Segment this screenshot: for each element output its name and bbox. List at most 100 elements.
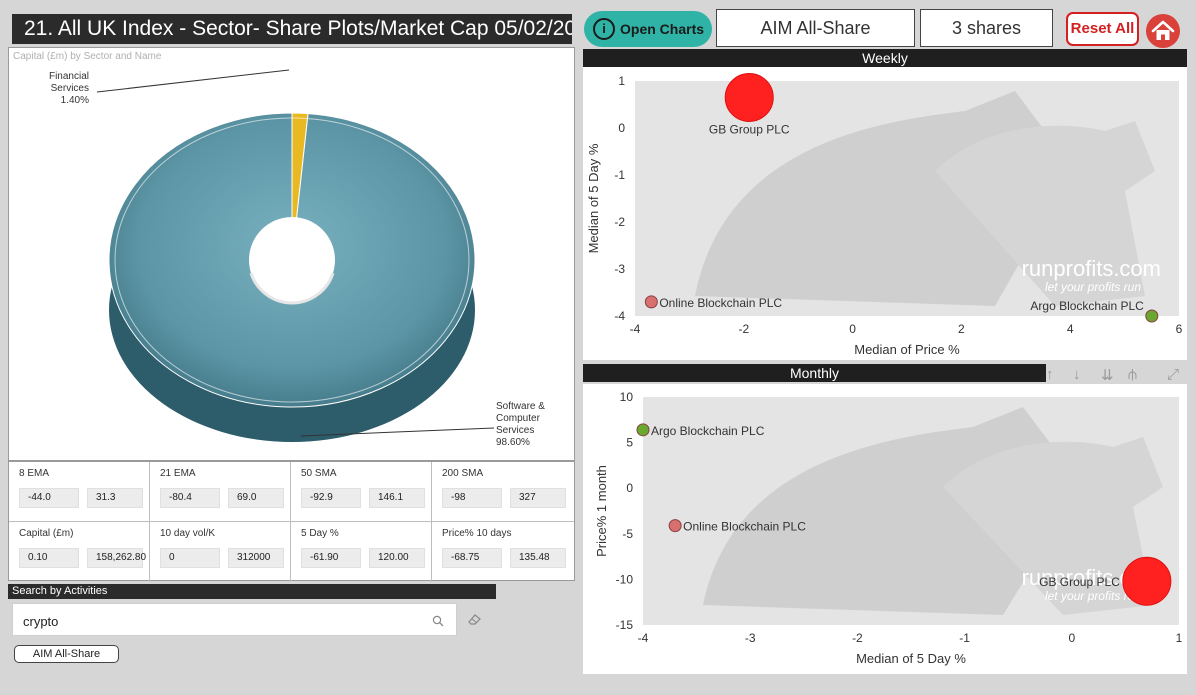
data-point[interactable] [668, 519, 682, 533]
y-tick-label: -1 [614, 168, 625, 182]
horse-watermark-shape [695, 91, 1055, 306]
stat-label: Price% 10 days [442, 528, 512, 539]
software-services-label: Software & Computer Services 98.60% [496, 401, 545, 449]
stat-label: 10 day vol/K [160, 528, 216, 539]
open-charts-label: Open Charts [620, 21, 705, 37]
stat-label: Capital (£m) [19, 528, 74, 539]
search-box[interactable] [12, 603, 457, 636]
stat-10-day-vol: 10 day vol/K 0 312000 [150, 522, 291, 582]
data-point-label: GB Group PLC [709, 122, 790, 136]
x-tick-label: 2 [958, 322, 965, 336]
stat-max: 327 [510, 488, 566, 508]
data-point[interactable] [636, 423, 650, 437]
donut-highlight [114, 117, 470, 403]
stat-max: 31.3 [87, 488, 143, 508]
label-line: Services [496, 425, 535, 436]
expand-hierarchy-icon[interactable]: ⫛ [1128, 366, 1137, 383]
y-tick-label: 10 [620, 390, 634, 404]
x-tick-label: 4 [1067, 322, 1074, 336]
y-axis-label: Median of 5 Day % [586, 143, 601, 253]
y-tick-label: -5 [622, 527, 633, 541]
weekly-chart: runprofits.com let your profits run -4 -2 0 2… [583, 67, 1187, 360]
x-tick-label: -4 [638, 631, 649, 645]
donut-svg [96, 69, 495, 442]
stat-8-ema: 8 EMA -44.0 31.3 [9, 462, 150, 522]
x-tick-label: 6 [1176, 322, 1183, 336]
x-tick-label: -2 [738, 322, 749, 336]
home-button[interactable] [1146, 14, 1180, 48]
focus-mode-icon[interactable]: ⤢ [1167, 366, 1180, 383]
drill-down-icon[interactable]: ↓ [1073, 366, 1081, 383]
financial-services-label: Financial Services 1.40% [47, 71, 89, 107]
monthly-chart: runprofits.com let your profits run -4 -3 -2… [583, 384, 1187, 674]
y-tick-label: 0 [626, 481, 633, 495]
reset-all-button[interactable]: Reset All [1066, 12, 1139, 46]
horse-watermark-shape [943, 437, 1163, 615]
stat-50-sma: 50 SMA -92.9 146.1 [291, 462, 432, 522]
x-tick-label: -3 [745, 631, 756, 645]
data-point-label: Argo Blockchain PLC [651, 424, 765, 438]
data-point[interactable] [1122, 556, 1172, 606]
aim-all-share-chip[interactable]: AIM All-Share [14, 645, 119, 663]
x-tick-label: 1 [1176, 631, 1183, 645]
stat-min: -92.9 [301, 488, 361, 508]
watermark-brand: runprofits.com [1022, 256, 1161, 281]
stat-label: 50 SMA [301, 468, 337, 479]
x-tick-label: -2 [852, 631, 863, 645]
stat-label: 8 EMA [19, 468, 50, 479]
watermark-tagline: let your profits run [1045, 589, 1141, 603]
search-header: Search by Activities [8, 584, 496, 599]
label-line: Computer [496, 413, 540, 424]
leader-line-financial [96, 69, 290, 93]
weekly-chart-title: Weekly [583, 49, 1187, 67]
x-tick-label: -4 [630, 322, 641, 336]
y-tick-label: 1 [618, 74, 625, 88]
stat-capital: Capital (£m) 0.10 158,262.80 [9, 522, 150, 582]
stat-max: 312000 [228, 548, 284, 568]
stat-21-ema: 21 EMA -80.4 69.0 [150, 462, 291, 522]
visual-toolbar: ↑ ↓ ⇊ ⫛ ⤢ [1046, 366, 1186, 386]
search-input[interactable] [21, 610, 425, 632]
horse-watermark-shape [703, 407, 1063, 615]
eraser-icon[interactable] [467, 612, 483, 626]
label-pct: 1.40% [60, 95, 89, 106]
stat-max: 146.1 [369, 488, 425, 508]
x-tick-label: 0 [849, 322, 856, 336]
stat-label: 200 SMA [442, 468, 484, 479]
y-tick-label: -10 [616, 572, 634, 586]
drill-up-icon[interactable]: ↑ [1046, 366, 1054, 383]
open-charts-button[interactable]: i Open Charts [584, 11, 712, 47]
y-tick-label: -2 [614, 215, 625, 229]
data-point[interactable] [644, 295, 658, 309]
sector-donut-chart: Capital (£m) by Sector and Name Financia… [8, 47, 575, 461]
label-pct: 98.60% [496, 437, 530, 448]
stat-200-sma: 200 SMA -98 327 [432, 462, 574, 522]
label-line: Services [50, 83, 89, 94]
data-point-label: Online Blockchain PLC [683, 520, 806, 534]
stat-label: 21 EMA [160, 468, 196, 479]
stat-min: -80.4 [160, 488, 220, 508]
label-line: Software & [496, 401, 545, 412]
x-tick-label: 0 [1068, 631, 1075, 645]
x-tick-label: -1 [959, 631, 970, 645]
watermark-tagline: let your profits run [1045, 280, 1141, 294]
donut-hole [249, 217, 335, 303]
search-icon[interactable] [432, 615, 444, 627]
data-point-label: Argo Blockchain PLC [1030, 299, 1144, 313]
stat-max: 158,262.80 [87, 548, 146, 568]
horse-watermark-shape [935, 121, 1155, 306]
expand-all-down-icon[interactable]: ⇊ [1101, 367, 1114, 384]
y-tick-label: 0 [618, 121, 625, 135]
index-filter[interactable]: AIM All-Share [716, 9, 915, 47]
label-line: Financial [48, 71, 89, 82]
stats-grid: 8 EMA -44.0 31.3 21 EMA -80.4 69.0 50 SM… [8, 461, 575, 582]
share-count-card: 3 shares [920, 9, 1053, 47]
data-point[interactable] [1145, 309, 1159, 323]
leader-line-software [300, 427, 495, 437]
y-tick-label: 5 [626, 436, 633, 450]
y-tick-label: -4 [614, 309, 625, 323]
data-point[interactable] [724, 72, 774, 122]
y-tick-label: -15 [616, 618, 634, 632]
stat-min: -44.0 [19, 488, 79, 508]
